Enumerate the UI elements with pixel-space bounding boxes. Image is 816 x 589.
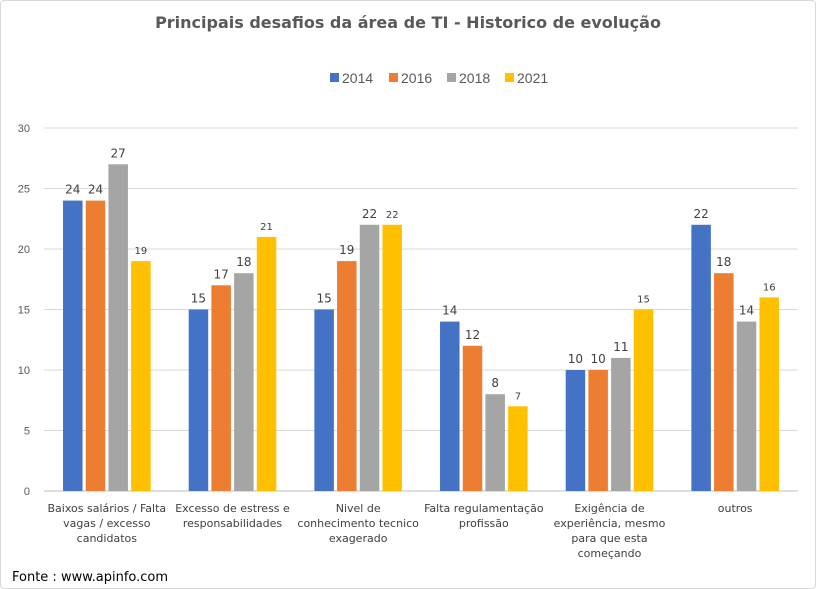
x-category-label: experiência, mesmo	[554, 517, 666, 530]
data-label-2014: 10	[568, 352, 583, 366]
bar-2021	[382, 224, 402, 492]
x-category-label: começando	[578, 547, 642, 560]
bar-2021	[759, 297, 779, 491]
bar-2021	[131, 261, 151, 491]
bar-2021	[508, 406, 528, 491]
bar-2016	[211, 285, 231, 491]
chart-title: Principais desafios da área de TI - Hist…	[155, 13, 661, 32]
y-tick-label: 20	[18, 244, 30, 256]
x-category-label: exagerado	[329, 532, 388, 545]
data-label-2016: 24	[88, 183, 103, 197]
data-label-2021: 21	[260, 222, 273, 233]
x-category-label: responsabilidades	[183, 517, 283, 530]
data-label-2016: 19	[339, 243, 354, 257]
legend-swatch-2014	[330, 73, 339, 82]
legend-label-2021: 2021	[517, 70, 548, 86]
legend-label-2018: 2018	[459, 70, 490, 86]
x-category-label: Excesso de estress e	[175, 502, 290, 515]
data-label-2014: 24	[65, 183, 80, 197]
data-label-2018: 11	[613, 340, 628, 354]
source-note: Fonte : www.apinfo.com	[12, 570, 169, 585]
bar-2014	[691, 224, 711, 492]
data-label-2016: 17	[214, 267, 229, 281]
data-label-2016: 10	[591, 352, 606, 366]
legend-swatch-2021	[505, 73, 514, 82]
legend-swatch-2018	[447, 73, 456, 82]
bar-2014	[188, 309, 209, 491]
y-tick-label: 30	[18, 123, 30, 135]
data-label-2018: 8	[491, 376, 499, 390]
data-label-2018: 18	[236, 255, 251, 269]
bar-2014	[440, 321, 460, 491]
bar-2016	[714, 273, 734, 491]
data-label-2014: 15	[191, 292, 206, 306]
data-label-2014: 14	[442, 304, 457, 318]
data-label-2021: 7	[515, 391, 521, 402]
bar-2016	[588, 370, 608, 491]
bar-2014	[565, 370, 586, 491]
y-tick-label: 25	[18, 184, 30, 196]
bar-2018	[234, 273, 254, 491]
bar-2018	[359, 224, 380, 492]
y-tick-label: 15	[18, 305, 30, 317]
data-label-2021: 16	[763, 282, 776, 293]
y-tick-label: 0	[24, 486, 30, 498]
x-category-label: outros	[718, 502, 753, 515]
bar-2021	[633, 309, 654, 491]
data-label-2016: 18	[716, 255, 731, 269]
y-tick-label: 10	[18, 365, 30, 377]
data-label-2018: 22	[362, 207, 377, 221]
data-label-2014: 15	[316, 292, 331, 306]
bar-2016	[337, 261, 357, 491]
x-category-label: Exigência de	[574, 502, 645, 515]
x-category-label: candidatos	[77, 532, 138, 545]
x-category-label: para que esta	[571, 532, 647, 545]
legend-label-2016: 2016	[401, 70, 432, 86]
x-category-label: profissão	[459, 517, 509, 530]
data-label-2018: 27	[111, 146, 126, 160]
x-category-label: vagas / excesso	[63, 517, 151, 530]
x-category-label: Baixos salários / Falta	[48, 502, 167, 515]
bar-2014	[63, 200, 83, 491]
bar-2016	[85, 200, 106, 491]
y-tick-label: 5	[24, 426, 30, 438]
bar-2021	[256, 236, 277, 491]
data-label-2021: 15	[637, 295, 650, 306]
x-category-label: Falta regulamentação	[424, 502, 544, 515]
bar-2018	[736, 321, 757, 491]
data-label-2018: 14	[739, 304, 754, 318]
data-label-2014: 22	[693, 207, 708, 221]
data-label-2016: 12	[465, 328, 480, 342]
x-category-label: conhecimento tecnico	[297, 517, 419, 530]
bar-2018	[485, 394, 505, 491]
legend-swatch-2016	[389, 73, 398, 82]
bar-2018	[611, 357, 631, 491]
bar-2018	[108, 164, 128, 492]
legend-label-2014: 2014	[342, 70, 373, 86]
bar-2014	[314, 309, 334, 491]
data-label-2021: 22	[386, 210, 399, 221]
data-label-2021: 19	[135, 246, 148, 257]
bar-2016	[462, 345, 483, 491]
x-category-label: Nivel de	[336, 502, 381, 515]
